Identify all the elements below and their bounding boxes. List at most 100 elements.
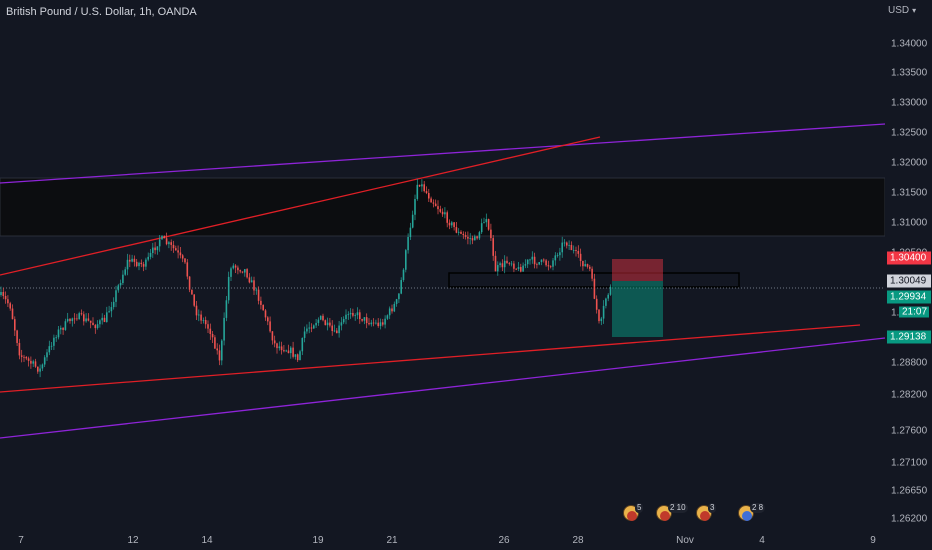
candle-body (260, 300, 262, 305)
candle-body (175, 248, 177, 251)
candle-body (158, 239, 161, 247)
candle-body (586, 264, 589, 267)
event-count: 3 (708, 503, 717, 513)
candle-body (600, 318, 603, 322)
economic-event-icon[interactable]: 5 (623, 503, 649, 521)
candle-body (391, 308, 393, 312)
candle-body (142, 264, 145, 267)
time-label: 14 (201, 535, 213, 546)
supply-zone[interactable] (0, 177, 885, 237)
candle-body (221, 340, 223, 361)
candle-body (319, 315, 322, 320)
candle-body (292, 347, 294, 357)
candle-body (363, 317, 366, 321)
candle-body (184, 258, 186, 263)
candle-body (540, 259, 543, 263)
candle-body (14, 319, 16, 331)
price-tick: 1.28200 (891, 389, 928, 401)
candle-body (333, 330, 336, 332)
candle-body (584, 264, 586, 267)
candle-body (462, 233, 465, 236)
candle-body (329, 322, 331, 326)
candle-body (315, 322, 317, 326)
time-axis[interactable] (0, 530, 885, 550)
price-axis[interactable] (885, 0, 932, 530)
candle-body (156, 246, 159, 251)
price-chart[interactable] (0, 0, 885, 530)
candle-body (340, 322, 343, 326)
candle-body (533, 256, 536, 265)
candle-body (538, 262, 540, 265)
candle-body (163, 235, 166, 239)
currency-selector[interactable]: USD ▾ (888, 5, 916, 16)
trendline-upper[interactable] (0, 136, 601, 276)
candle-body (469, 238, 471, 239)
candle-body (147, 256, 149, 260)
candle-body (492, 238, 494, 256)
candle-body (476, 236, 478, 239)
candle-body (9, 303, 11, 309)
candle-body (483, 222, 485, 224)
chart-area[interactable]: British Pound / U.S. Dollar, 1h, OANDA 5… (0, 0, 885, 530)
candle-body (423, 184, 425, 192)
candle-body (145, 259, 147, 267)
candle-body (7, 299, 9, 304)
economic-event-icon[interactable]: 2 10 (656, 503, 688, 521)
economic-event-icon[interactable]: 3 (696, 503, 722, 521)
candle-body (202, 319, 205, 321)
candle-body (296, 354, 299, 361)
candle-body (531, 256, 534, 260)
candle-body (478, 232, 481, 239)
candle-body (365, 317, 368, 324)
candle-body (453, 222, 455, 228)
candle-body (262, 304, 264, 311)
currency-label: USD (888, 5, 910, 16)
candle-body (294, 354, 297, 357)
price-tick: 1.31500 (891, 187, 928, 199)
event-count: 2 8 (750, 503, 766, 513)
candle-body (577, 250, 580, 254)
candle-body (411, 214, 414, 228)
candle-body (499, 263, 501, 266)
candle-body (200, 314, 202, 321)
candle-body (94, 325, 97, 329)
candle-body (152, 247, 154, 253)
candle-body (501, 263, 504, 268)
candle-body (181, 255, 184, 259)
candle-body (467, 236, 469, 239)
candle-body (326, 322, 329, 326)
candle-body (306, 328, 308, 332)
channel-bottom-line[interactable] (0, 337, 885, 439)
position-stop-zone[interactable] (612, 259, 663, 281)
candle-body (101, 317, 103, 321)
bar-countdown: 21:07 (899, 306, 929, 318)
candle-body (39, 368, 41, 372)
candle-body (195, 305, 198, 316)
trendline-lower[interactable] (0, 324, 861, 393)
candle-body (23, 356, 25, 358)
candle-body (232, 265, 235, 269)
event-count: 2 10 (668, 503, 688, 513)
candle-body (464, 235, 467, 237)
channel-top-line[interactable] (0, 123, 885, 184)
candle-body (83, 314, 85, 322)
candle-body (46, 352, 48, 358)
candle-body (161, 235, 163, 240)
candle-body (455, 227, 458, 233)
candle-body (117, 285, 120, 291)
candle-body (122, 274, 124, 284)
candle-body (552, 260, 554, 267)
candle-body (322, 315, 324, 321)
price-tick: 1.31000 (891, 217, 928, 229)
candle-body (273, 340, 276, 344)
candle-body (582, 260, 584, 267)
currency-dropdown-icon[interactable]: ▾ (912, 6, 917, 15)
time-label: 28 (572, 535, 584, 546)
candle-body (331, 325, 333, 332)
candle-body (589, 266, 591, 269)
candle-body (549, 266, 552, 268)
position-target-zone[interactable] (612, 281, 663, 337)
candle-body (421, 184, 423, 187)
economic-event-icon[interactable]: 2 8 (738, 503, 766, 521)
candle-body (416, 184, 419, 199)
